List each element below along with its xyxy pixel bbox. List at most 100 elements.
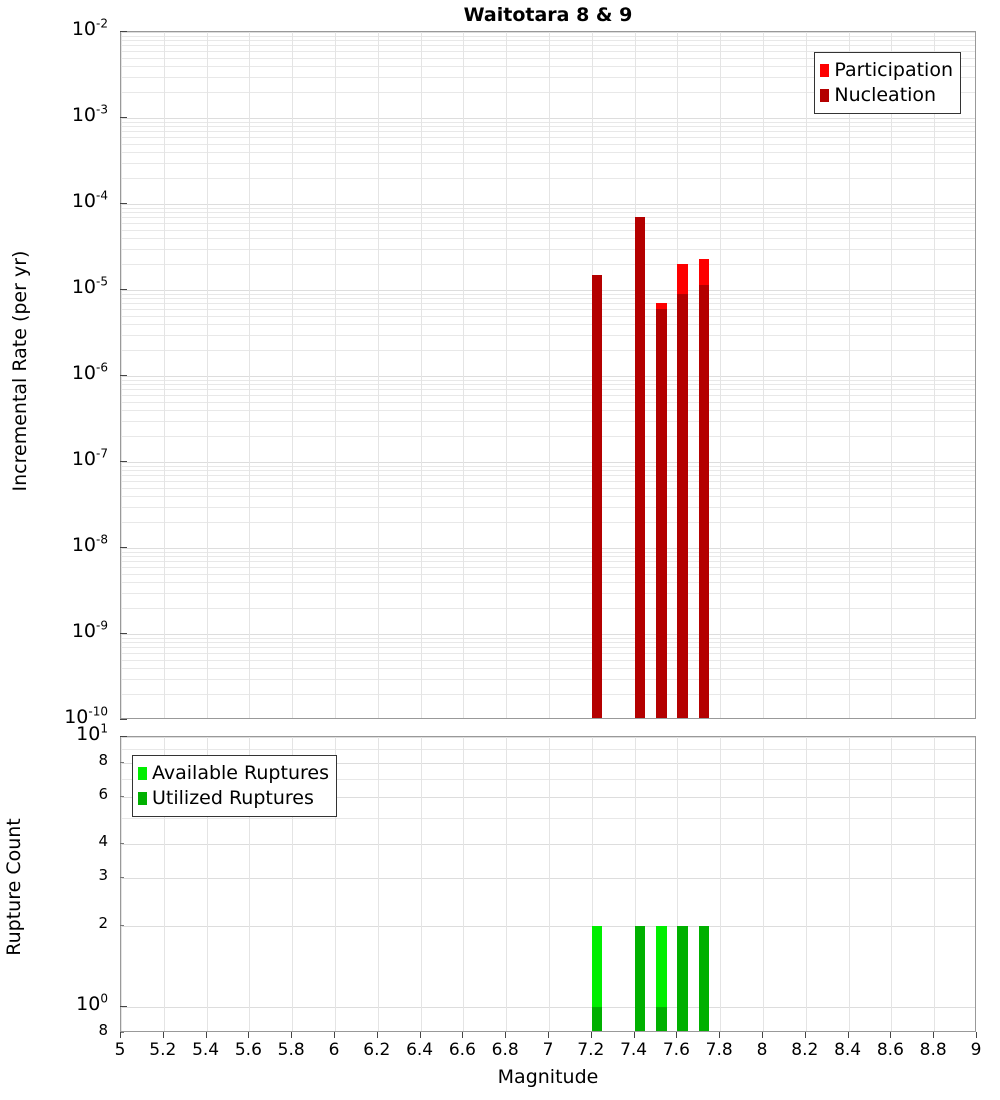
y-tick-label: 10-9 [71, 618, 108, 642]
gridline-vertical [207, 32, 208, 718]
gridline-horizontal-minor [121, 679, 975, 680]
y-tick-label: 100 [76, 991, 108, 1015]
nucleation-bar [656, 309, 667, 718]
legend-label-nucleation: Nucleation [834, 84, 937, 106]
gridline-vertical [164, 32, 165, 718]
y-tick-label: 10-6 [71, 360, 108, 384]
gridline-vertical [635, 737, 636, 1031]
utilized-ruptures-color-swatch [138, 792, 147, 805]
gridline-horizontal [121, 926, 975, 927]
y-tick-mark [120, 289, 127, 290]
gridline-horizontal-minor [121, 395, 975, 396]
gridline-horizontal-minor [121, 66, 975, 67]
x-tick-mark [634, 1032, 635, 1038]
gridline-horizontal [121, 844, 975, 845]
gridline-horizontal [121, 737, 975, 738]
gridline-horizontal-minor [121, 481, 975, 482]
x-tick-label: 7.4 [620, 1040, 648, 1060]
gridline-vertical [806, 32, 807, 718]
gridline-vertical [506, 737, 507, 1031]
gridline-vertical [806, 737, 807, 1031]
y-tick-label: 10-5 [71, 274, 108, 298]
rupture-count-plot-panel: Available Ruptures Utilized Ruptures [120, 736, 976, 1032]
incremental-rate-legend: Participation Nucleation [814, 52, 961, 114]
x-tick-mark [933, 1032, 934, 1038]
utilized-ruptures-bar [677, 925, 689, 1031]
gridline-vertical [549, 737, 550, 1031]
x-tick-mark [462, 1032, 463, 1038]
gridline-horizontal-minor [121, 638, 975, 639]
legend-label-participation: Participation [834, 59, 953, 81]
x-tick-mark [719, 1032, 720, 1038]
gridline-horizontal [121, 548, 975, 549]
gridline-horizontal-minor [121, 593, 975, 594]
gridline-horizontal-minor [121, 488, 975, 489]
x-tick-label: 7.8 [705, 1040, 733, 1060]
gridline-vertical [378, 737, 379, 1031]
y-tick-label: 10-7 [71, 446, 108, 470]
gridline-horizontal-minor [121, 137, 975, 138]
x-tick-label: 5 [114, 1040, 126, 1060]
gridline-horizontal-minor [121, 238, 975, 239]
y-tick-label: 10-10 [64, 704, 108, 728]
x-tick-mark [505, 1032, 506, 1038]
gridline-horizontal-minor [121, 552, 975, 553]
gridline-vertical [763, 32, 764, 718]
y-tick-mark-minor [120, 1032, 124, 1033]
y-tick-mark [120, 117, 127, 118]
x-tick-mark [377, 1032, 378, 1038]
gridline-horizontal-minor [121, 144, 975, 145]
y-tick-label: 10-4 [71, 188, 108, 212]
page-title: Waitotara 8 & 9 [463, 4, 633, 26]
y-tick-label-minor: 8 [98, 1021, 108, 1039]
gridline-horizontal-minor [121, 131, 975, 132]
gridline-horizontal-minor [121, 77, 975, 78]
gridline-vertical [549, 32, 550, 718]
gridline-vertical [849, 32, 850, 718]
gridline-horizontal-minor [121, 264, 975, 265]
x-tick-label: 6 [328, 1040, 340, 1060]
gridline-horizontal-minor [121, 567, 975, 568]
x-tick-mark [248, 1032, 249, 1038]
x-tick-mark [206, 1032, 207, 1038]
x-tick-label: 7 [542, 1040, 554, 1060]
y-tick-mark [120, 203, 127, 204]
gridline-horizontal-minor [121, 749, 975, 750]
x-tick-mark [291, 1032, 292, 1038]
legend-item-available-ruptures: Available Ruptures [138, 761, 329, 786]
x-tick-mark [805, 1032, 806, 1038]
x-tick-mark [848, 1032, 849, 1038]
gridline-horizontal-minor [121, 152, 975, 153]
y-tick-mark [120, 461, 127, 462]
legend-item-nucleation: Nucleation [820, 83, 953, 108]
y-tick-label-minor: 3 [98, 866, 108, 885]
x-tick-label: 7.2 [577, 1040, 605, 1060]
y-tick-label-minor: 4 [98, 832, 108, 851]
gridline-horizontal [121, 763, 975, 764]
gridline-vertical [506, 32, 507, 718]
gridline-vertical [891, 737, 892, 1031]
gridline-horizontal-minor [121, 475, 975, 476]
y-tick-mark [120, 719, 127, 720]
gridline-vertical [164, 737, 165, 1031]
x-axis-title: Magnitude [497, 1066, 599, 1088]
gridline-horizontal-minor [121, 653, 975, 654]
x-tick-label: 5.6 [234, 1040, 262, 1060]
y-tick-label: 10-2 [71, 16, 108, 40]
nucleation-color-swatch [820, 89, 830, 102]
gridline-horizontal-minor [121, 309, 975, 310]
gridline-horizontal [121, 290, 975, 291]
gridline-horizontal-minor [121, 496, 975, 497]
nucleation-bar [698, 284, 710, 718]
x-tick-label: 5.2 [149, 1040, 177, 1060]
gridline-vertical [335, 737, 336, 1031]
gridline-horizontal-minor [121, 561, 975, 562]
gridline-vertical [592, 737, 593, 1031]
gridline-horizontal-minor [121, 779, 975, 780]
x-tick-label: 6.4 [406, 1040, 434, 1060]
gridline-horizontal [121, 634, 975, 635]
x-tick-mark [420, 1032, 421, 1038]
incremental-rate-plot-area [121, 32, 975, 718]
x-tick-label: 8.8 [919, 1040, 947, 1060]
gridline-horizontal-minor [121, 647, 975, 648]
